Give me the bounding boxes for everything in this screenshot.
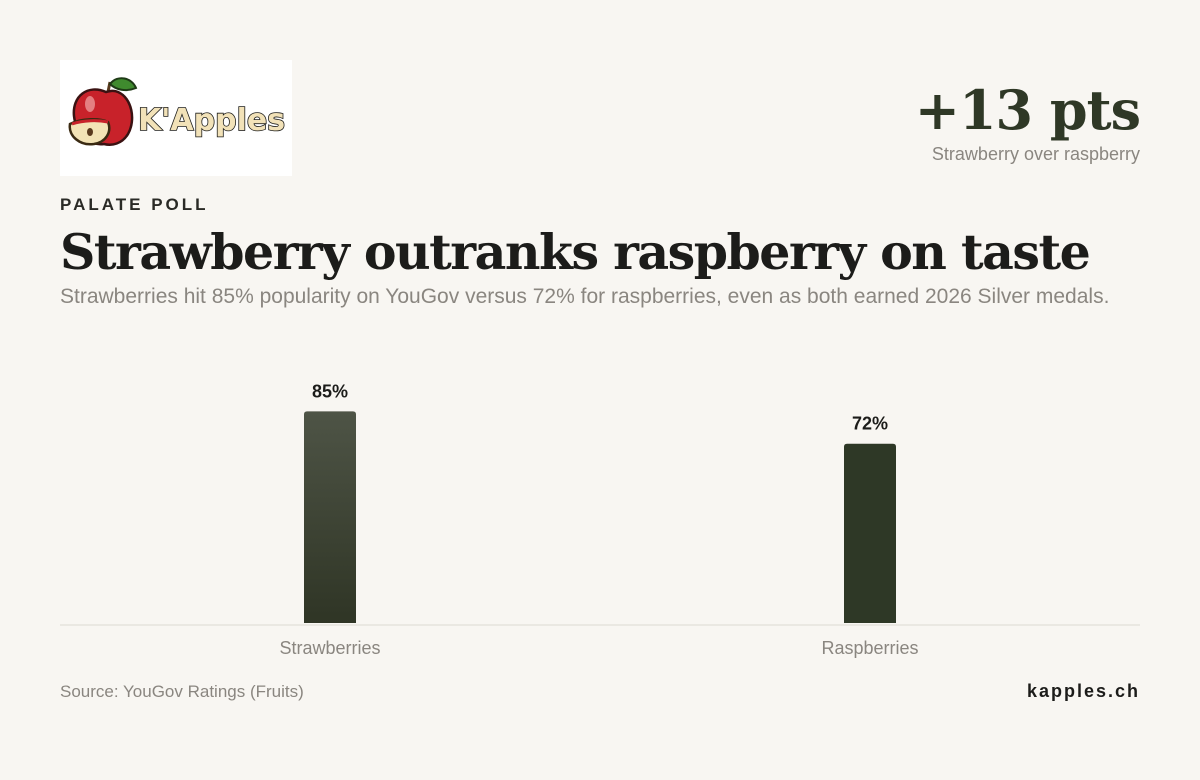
apple-logo-icon: K'Apples	[68, 77, 286, 146]
bar-raspberries	[844, 443, 896, 623]
kicker: PALATE POLL	[60, 195, 209, 214]
stat-caption: Strawberry over raspberry	[931, 144, 1140, 164]
site-link[interactable]: kapples.ch	[1026, 681, 1140, 701]
bar-strawberries	[304, 411, 356, 623]
data-label-raspberries: 72%	[852, 414, 888, 434]
x-tick-label-strawberries: Strawberries	[279, 638, 380, 658]
data-label-strawberries: 85%	[312, 381, 348, 401]
source-note: Source: YouGov Ratings (Fruits)	[60, 682, 304, 701]
page-title: Strawberry outranks raspberry on taste	[60, 223, 1091, 281]
logo: K'Apples	[60, 60, 292, 176]
x-tick-label-raspberries: Raspberries	[821, 638, 918, 658]
stat-value: +13 pts	[914, 78, 1141, 142]
headline-stat: +13 pts Strawberry over raspberry	[914, 78, 1141, 165]
subtitle: Strawberries hit 85% popularity on YouGo…	[60, 285, 1110, 308]
logo-wordmark: K'Apples	[138, 103, 285, 138]
